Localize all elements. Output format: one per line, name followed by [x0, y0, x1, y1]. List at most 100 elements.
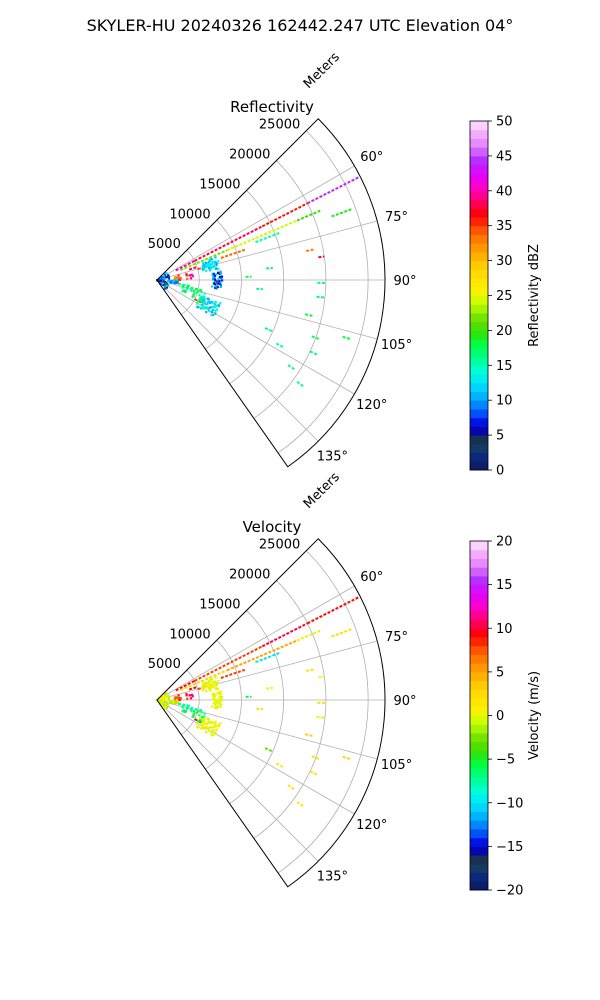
echo-gate [215, 261, 218, 264]
echo-gate [207, 718, 211, 721]
echo-gate [189, 288, 192, 291]
colorbar-bin [470, 663, 488, 673]
echo-gate [195, 711, 198, 714]
radial-axis-label: Meters [301, 470, 343, 512]
echo-gate [202, 301, 205, 304]
echo-gate [211, 705, 214, 708]
echo-segment [309, 350, 319, 356]
azimuth-gridline-135 [156, 279, 319, 442]
echo-gate [184, 290, 187, 294]
angle-tick-label: 105° [381, 338, 412, 353]
echo-gate [220, 279, 224, 282]
colorbar-bin [470, 234, 488, 244]
echo-gate [202, 721, 205, 724]
echo-gate [173, 276, 176, 279]
range-ring-10000 [205, 220, 242, 350]
echo-gate [190, 289, 193, 293]
range-ring-25000 [277, 130, 369, 454]
echo-gate [214, 281, 217, 284]
echo-gate [206, 297, 209, 300]
echo-segment [342, 335, 352, 341]
echo-gate [212, 725, 215, 729]
echo-gate [179, 277, 182, 280]
colorbar-bin [470, 602, 488, 612]
echo-gate [169, 281, 172, 284]
azimuth-gridline-120 [156, 699, 355, 815]
echo-gate [189, 708, 192, 711]
echo-gate [163, 275, 166, 278]
colorbar-bin [470, 400, 488, 410]
echo-gate [159, 702, 162, 705]
echo-gate [218, 280, 221, 283]
echo-gate [200, 291, 203, 294]
range-ring-5000 [180, 669, 200, 735]
echo-gate [174, 281, 177, 285]
echo-gate [185, 692, 188, 696]
angle-tick-label: 75° [385, 630, 408, 645]
echo-gate [173, 696, 176, 699]
echo-gate [215, 287, 218, 290]
echo-gate [175, 281, 178, 284]
radial-tick-label: 25000 [259, 538, 300, 553]
echo-gate [192, 715, 195, 718]
echo-gate [206, 263, 209, 266]
echo-gate [186, 287, 189, 290]
echo-gate [192, 295, 195, 298]
echo-gate [207, 309, 211, 312]
echo-gate [198, 719, 202, 722]
range-ring-20000 [253, 580, 327, 839]
echo-gate [163, 707, 166, 710]
colorbar-bin [470, 417, 488, 427]
echo-gate [197, 710, 200, 713]
echo-gate [171, 700, 174, 704]
colorbar-label: Reflectivity dBZ [527, 244, 542, 347]
sector-background [157, 118, 385, 467]
echo-gate [186, 707, 189, 710]
echo-gate [201, 306, 204, 310]
echo-gate [215, 263, 218, 266]
echo-gate [174, 700, 177, 703]
echo-segment [194, 645, 263, 682]
echo-gate [188, 694, 191, 697]
colorbar-tick-label: 50 [496, 115, 513, 130]
echo-segment [306, 668, 315, 672]
echo-gate [203, 307, 206, 310]
colorbar-bin [470, 356, 488, 366]
echo-gate [201, 296, 204, 299]
colorbar-bin [470, 452, 488, 462]
colorbar-bin [470, 584, 488, 594]
echo-gate [167, 697, 171, 700]
echo-gate [205, 263, 208, 266]
echo-gate [214, 706, 217, 709]
colorbar-bin [470, 260, 488, 270]
echo-gate [192, 293, 195, 297]
echo-gate [203, 715, 206, 718]
colorbar-bin [470, 820, 488, 830]
echo-gate [178, 697, 181, 700]
colorbar-bin [470, 461, 488, 471]
sector-frame [156, 118, 386, 468]
colorbar-bin [470, 741, 488, 751]
echo-gate [185, 274, 188, 277]
echo-gate [212, 698, 215, 701]
echo-segment [264, 327, 274, 333]
echo-gate [167, 704, 170, 707]
echo-gate [214, 309, 217, 312]
echo-gate [163, 695, 166, 698]
colorbar-bin [470, 846, 488, 856]
angle-tick-label: 120° [356, 818, 387, 833]
echo-segment [306, 248, 315, 252]
polar-panel-velocity: Velocity 5000 10000 15000 20000 25000 Meters 60… [148, 470, 417, 888]
echo-segment [316, 295, 326, 299]
echo-gate [211, 721, 214, 724]
colorbar-bin [470, 767, 488, 778]
echo-segment [256, 287, 264, 291]
echo-gate [165, 276, 168, 279]
echo-segment [287, 784, 296, 791]
echo-gate [215, 281, 218, 284]
echo-gate [203, 264, 206, 267]
echo-gate [220, 699, 224, 702]
echo-segment [307, 596, 360, 625]
echo-gate [188, 274, 191, 277]
